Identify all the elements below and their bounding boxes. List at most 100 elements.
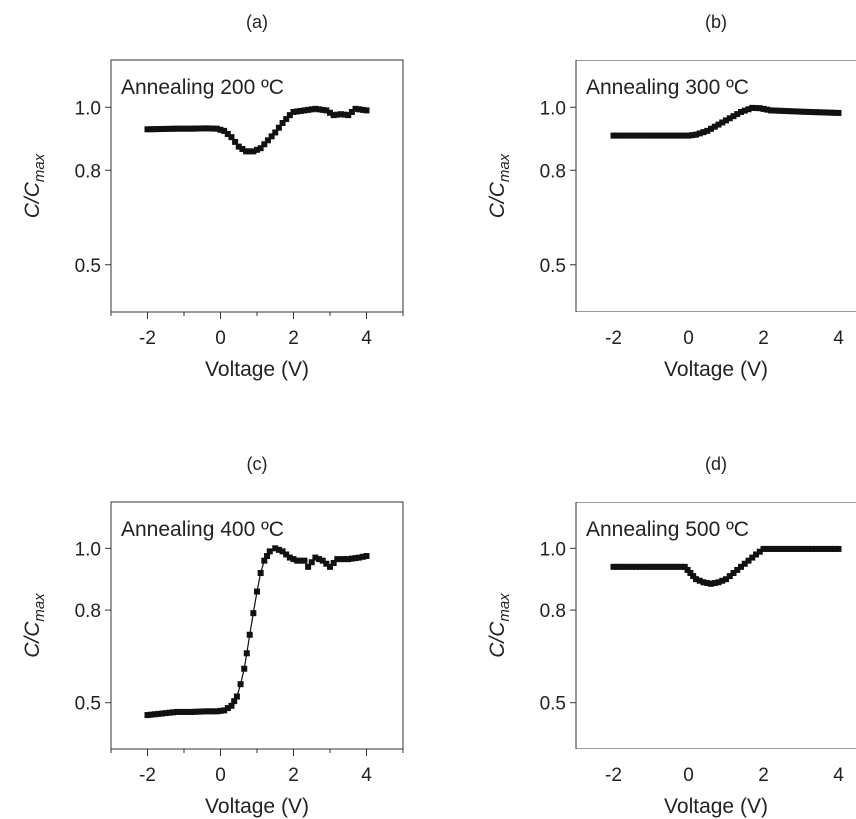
data-point — [715, 121, 722, 128]
x-tick-label: 2 — [758, 765, 769, 786]
x-axis-label: Voltage (V) — [205, 795, 309, 818]
data-point — [779, 107, 786, 114]
x-tick-label: -2 — [605, 765, 622, 786]
data-point — [155, 126, 162, 133]
data-point — [352, 555, 359, 562]
plot-frame — [110, 501, 404, 756]
data-point — [618, 563, 624, 570]
data-point — [666, 563, 673, 570]
data-point — [246, 148, 253, 155]
data-point — [181, 708, 187, 715]
data-point — [651, 132, 658, 139]
data-point — [159, 710, 166, 717]
data-point — [809, 545, 816, 552]
y-tick-label: 1.0 — [75, 98, 101, 119]
data-series — [144, 545, 370, 719]
data-point — [294, 557, 301, 564]
data-point — [241, 665, 248, 672]
data-point — [268, 133, 275, 140]
data-point — [199, 708, 206, 715]
data-point — [610, 563, 617, 570]
data-point — [678, 132, 684, 139]
data-point — [730, 570, 737, 577]
data-point — [786, 108, 793, 115]
data-point — [170, 125, 177, 132]
data-point — [648, 132, 654, 139]
data-point — [237, 681, 244, 688]
data-line — [147, 547, 367, 716]
data-point — [341, 556, 348, 563]
data-point — [640, 132, 647, 139]
data-point — [775, 107, 782, 114]
data-point — [202, 708, 209, 715]
x-axis-label: Voltage (V) — [664, 358, 768, 381]
data-point — [359, 553, 366, 560]
data-point — [790, 108, 797, 115]
data-point — [213, 708, 220, 715]
data-point — [148, 711, 155, 718]
data-point — [254, 146, 260, 153]
data-point — [264, 553, 271, 560]
data-point — [663, 563, 669, 570]
data-point — [195, 125, 202, 132]
data-point — [363, 553, 370, 560]
data-point — [798, 108, 804, 115]
y-axis-label-main: C/C — [21, 181, 44, 218]
data-series — [144, 105, 370, 155]
data-point — [246, 631, 253, 638]
x-tick-label: 2 — [758, 328, 769, 349]
data-point — [231, 698, 238, 705]
data-point — [730, 113, 737, 120]
data-point — [794, 545, 801, 552]
y-tick-label: 0.8 — [540, 161, 566, 182]
data-point — [768, 545, 774, 552]
plot-border — [575, 60, 856, 312]
data-point — [363, 107, 370, 114]
data-point — [636, 563, 643, 570]
data-point — [266, 548, 273, 555]
data-point — [272, 129, 279, 136]
data-point — [210, 125, 217, 132]
data-point — [181, 125, 187, 132]
annotation-label: Annealing 500 ºC — [586, 518, 749, 541]
data-point — [681, 563, 688, 570]
data-point — [741, 107, 748, 114]
panel-label: (c) — [247, 454, 268, 474]
data-point — [334, 556, 341, 563]
data-point — [173, 708, 180, 715]
data-point — [711, 123, 718, 130]
data-point — [308, 106, 315, 113]
data-point — [297, 557, 304, 564]
data-point — [217, 126, 224, 133]
data-point — [644, 132, 651, 139]
data-point — [690, 573, 697, 580]
data-point — [228, 702, 235, 709]
data-point — [824, 109, 831, 116]
data-point — [756, 548, 763, 555]
data-point — [348, 555, 355, 562]
x-axis-label: Voltage (V) — [205, 358, 309, 381]
data-point — [715, 579, 722, 586]
data-point — [345, 112, 352, 119]
data-point — [272, 545, 279, 552]
data-point — [831, 109, 838, 116]
data-point — [213, 125, 220, 132]
data-point — [659, 563, 666, 570]
y-axis-label-main: C/C — [486, 621, 509, 658]
data-point — [323, 560, 330, 567]
panel-label: (d) — [705, 454, 727, 474]
x-tick-label: 4 — [361, 765, 372, 786]
chart-panel-3: (c) Annealing 400 ºC -2 0 2 4 0.5 0.8 1.0 Voltage… — [21, 454, 404, 818]
data-point — [708, 580, 714, 587]
data-point — [775, 545, 782, 552]
data-point — [783, 108, 789, 115]
data-point — [327, 563, 333, 570]
data-point — [177, 708, 184, 715]
data-point — [341, 111, 348, 118]
data-point — [674, 563, 681, 570]
data-point — [696, 130, 703, 137]
data-point — [301, 107, 308, 114]
data-point — [674, 132, 681, 139]
data-point — [257, 570, 264, 577]
